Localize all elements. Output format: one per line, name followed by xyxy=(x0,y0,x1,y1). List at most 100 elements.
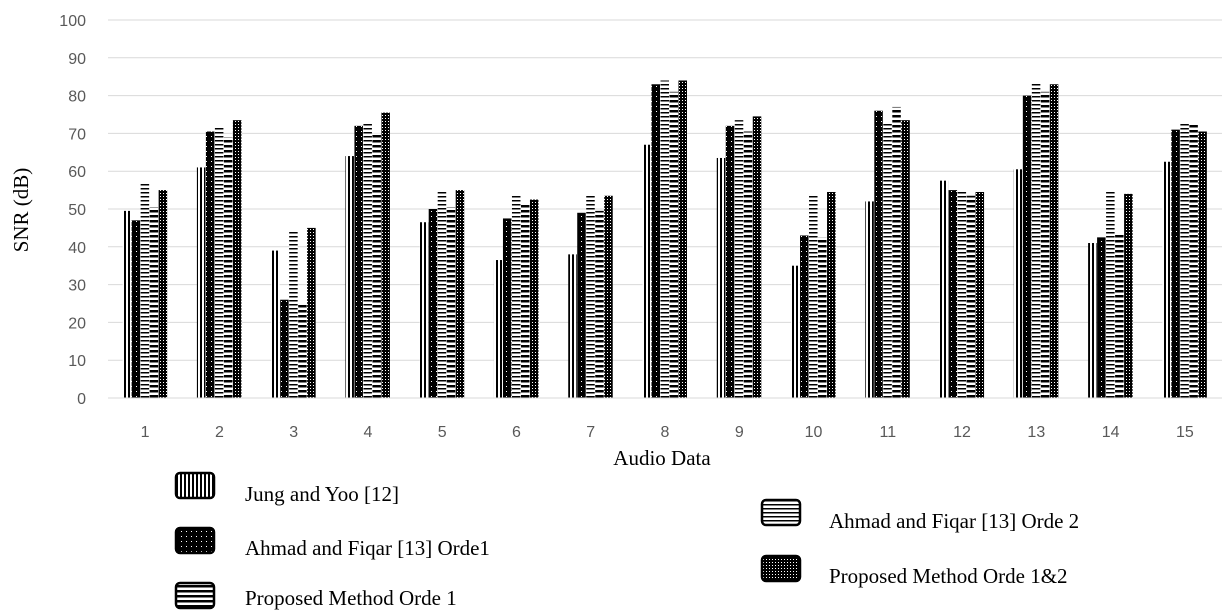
legend-swatch xyxy=(760,554,802,583)
bar xyxy=(1022,95,1032,398)
legend: Jung and Yoo [12] Ahmad and Fiqar [13] Or… xyxy=(174,471,1079,610)
bar xyxy=(1115,233,1124,398)
bar xyxy=(865,201,874,398)
bar xyxy=(149,207,159,398)
y-tick-label: 40 xyxy=(68,240,86,257)
x-tick-label: 1 xyxy=(141,424,150,441)
bar xyxy=(939,180,949,398)
bar xyxy=(651,84,660,398)
y-tick-labels: 0 10 20 30 40 50 60 70 80 90 100 xyxy=(59,13,86,408)
x-tick-label: 10 xyxy=(805,424,823,441)
bar xyxy=(446,207,456,398)
bar xyxy=(901,120,910,399)
bar xyxy=(818,237,827,398)
bar xyxy=(122,210,132,398)
bar xyxy=(131,220,141,398)
legend-swatch xyxy=(174,471,216,500)
bar xyxy=(892,106,901,398)
bar xyxy=(716,157,726,398)
x-tick-label: 2 xyxy=(215,424,224,441)
bar xyxy=(642,144,651,398)
x-tick-label: 9 xyxy=(735,424,744,441)
x-tick-label: 3 xyxy=(289,424,298,441)
bar xyxy=(363,123,372,398)
bar xyxy=(577,212,586,398)
bar xyxy=(223,137,233,398)
x-axis-title: Audio Data xyxy=(613,446,711,470)
y-tick-label: 90 xyxy=(68,51,86,68)
bar xyxy=(1013,169,1023,398)
y-tick-label: 100 xyxy=(59,13,86,30)
bar xyxy=(874,110,883,398)
bar xyxy=(734,120,744,399)
bar xyxy=(809,195,818,398)
bar xyxy=(493,260,503,398)
bar xyxy=(205,131,215,398)
bar xyxy=(791,265,800,398)
y-tick-label: 80 xyxy=(68,89,86,106)
bar xyxy=(232,120,242,399)
bar xyxy=(660,80,669,398)
bar xyxy=(975,191,985,398)
bar xyxy=(586,195,595,398)
bar xyxy=(1124,193,1133,398)
y-tick-label: 30 xyxy=(68,278,86,295)
bar xyxy=(289,229,298,398)
bar xyxy=(298,303,307,398)
y-axis-title: SNR (dB) xyxy=(9,168,33,253)
bar xyxy=(752,116,762,398)
bar xyxy=(529,199,539,398)
x-tick-label: 11 xyxy=(879,424,896,441)
bar xyxy=(595,210,604,398)
bar xyxy=(419,222,429,398)
bar xyxy=(883,122,892,398)
legend-label: Jung and Yoo [12] xyxy=(245,482,399,506)
bar xyxy=(158,190,168,398)
x-tick-label: 12 xyxy=(953,424,971,441)
x-tick-labels: 1 2 3 4 5 6 7 8 9 10 11 12 13 14 15 xyxy=(141,424,1194,441)
bar xyxy=(511,195,521,398)
bar xyxy=(354,125,363,398)
x-tick-label: 5 xyxy=(438,424,447,441)
bar xyxy=(372,133,381,398)
bar xyxy=(140,182,150,398)
bar xyxy=(1031,82,1041,399)
bar xyxy=(948,190,958,398)
bar xyxy=(827,191,836,398)
bar xyxy=(1049,84,1059,398)
bar xyxy=(1162,161,1171,398)
legend-label: Proposed Method Orde 1&2 xyxy=(829,564,1068,588)
x-tick-label: 4 xyxy=(363,424,372,441)
bars xyxy=(122,80,1207,399)
bar xyxy=(381,112,390,399)
x-tick-label: 15 xyxy=(1176,424,1194,441)
x-tick-label: 13 xyxy=(1027,424,1045,441)
bar xyxy=(345,156,354,398)
bar xyxy=(1189,123,1198,398)
x-tick-label: 6 xyxy=(512,424,521,441)
legend-label: Ahmad and Fiqar [13] Orde 2 xyxy=(829,509,1079,533)
x-tick-label: 8 xyxy=(661,424,670,441)
bar xyxy=(1088,243,1097,398)
bar xyxy=(678,80,687,398)
y-tick-label: 60 xyxy=(68,164,86,181)
x-tick-label: 7 xyxy=(586,424,595,441)
bar xyxy=(455,190,465,398)
bar xyxy=(1097,237,1106,398)
bar xyxy=(669,91,678,398)
bar xyxy=(800,235,809,398)
bar xyxy=(1171,129,1180,398)
bar xyxy=(743,131,753,398)
y-tick-label: 70 xyxy=(68,126,86,143)
bar xyxy=(437,191,447,398)
bar xyxy=(196,167,206,398)
bar xyxy=(604,195,613,398)
y-tick-label: 20 xyxy=(68,315,86,332)
y-tick-label: 10 xyxy=(68,353,86,370)
legend-swatch xyxy=(174,526,216,555)
bar xyxy=(568,254,577,398)
bar xyxy=(1198,131,1207,398)
bar xyxy=(502,218,512,398)
legend-swatch xyxy=(174,581,216,610)
